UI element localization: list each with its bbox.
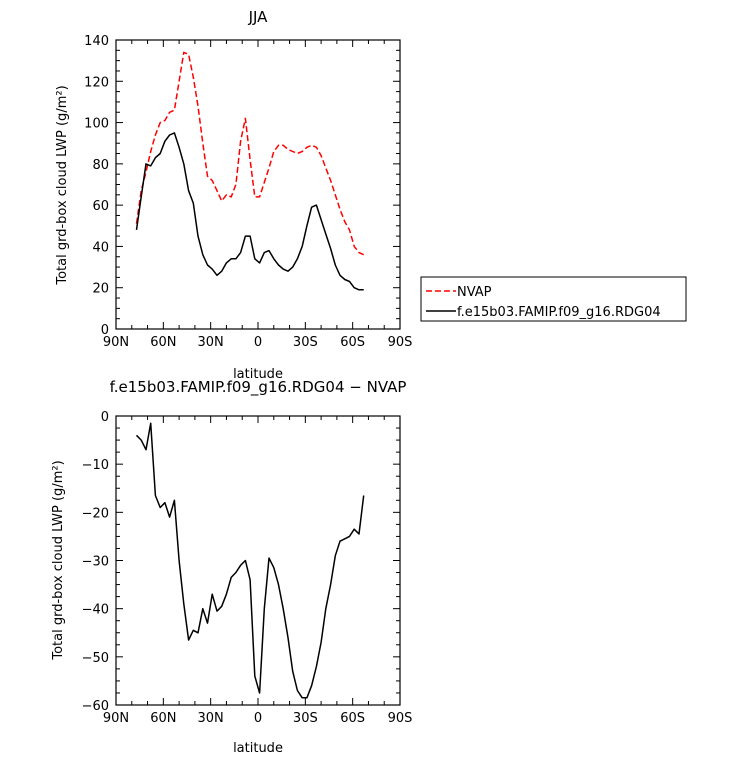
bottom-x-tick-label: 90S [388, 711, 413, 726]
bottom-y-tick-label: −60 [82, 699, 109, 714]
top-x-tick-label: 0 [254, 335, 262, 350]
top-y-tick-label: 120 [84, 75, 109, 90]
top-y-tick-label: 80 [92, 158, 109, 173]
top-series-line-nvap [135, 51, 365, 256]
legend-model-label: f.e15b03.FAMIP.f09_g16.RDG04 [457, 305, 661, 320]
bottom-y-tick-label: −50 [82, 651, 109, 666]
top-y-tick-label: 0 [101, 323, 109, 338]
top-chart-x-axis-label: latitude [233, 367, 283, 382]
bottom-x-tick-label: 0 [254, 711, 262, 726]
bottom-y-tick-label: −40 [82, 603, 109, 618]
bottom-x-tick-label: 30S [293, 711, 318, 726]
bottom-series-line-difference [135, 422, 365, 699]
top-x-tick-label: 60S [340, 335, 365, 350]
top-chart-y-axis-label: Total grd-box cloud LWP (g/m²) [55, 85, 70, 285]
top-x-tick-label: 90S [388, 335, 413, 350]
top-x-tick-label: 90N [103, 335, 129, 350]
bottom-x-tick-label: 60S [340, 711, 365, 726]
bottom-y-tick-label: −20 [82, 506, 109, 521]
bottom-y-tick-label: 0 [101, 410, 109, 425]
legend-box [420, 276, 687, 322]
bottom-x-tick-label: 90N [103, 711, 129, 726]
bottom-panel: 90N 60N 30N 0 30S 60S 90S 0 −10 −20 −30 −40 −50 −60 [82, 410, 413, 726]
top-y-tick-label: 140 [84, 34, 109, 49]
top-x-tick-label: 60N [150, 335, 176, 350]
bottom-x-tick-label: 60N [150, 711, 176, 726]
bottom-chart-y-axis-label: Total grd-box cloud LWP (g/m²) [51, 460, 66, 660]
bottom-x-tick-label: 30N [198, 711, 224, 726]
top-y-tick-label: 20 [92, 282, 109, 297]
bottom-plot-frame [115, 415, 401, 706]
top-x-tick-label: 30N [198, 335, 224, 350]
top-y-tick-label: 100 [84, 117, 109, 132]
top-plot-frame [115, 39, 401, 330]
top-panel: 90N 60N 30N 0 30S 60S 90S 0 20 40 60 80 100 120 140 [84, 34, 412, 350]
bottom-y-tick-label: −10 [82, 458, 109, 473]
top-x-tick-label: 30S [293, 335, 318, 350]
bottom-chart-title: f.e15b03.FAMIP.f09_g16.RDG04 − NVAP [110, 378, 407, 397]
bottom-y-tick-label: −30 [82, 555, 109, 570]
top-series-line-f-e15b03-famip-f09-g16-rdg04 [135, 132, 364, 291]
bottom-chart-x-axis-label: latitude [233, 741, 283, 756]
top-y-tick-label: 40 [92, 240, 109, 255]
legend-nvap-label: NVAP [457, 285, 492, 300]
top-y-tick-label: 60 [92, 199, 109, 214]
top-chart-title: JJA [248, 8, 269, 26]
